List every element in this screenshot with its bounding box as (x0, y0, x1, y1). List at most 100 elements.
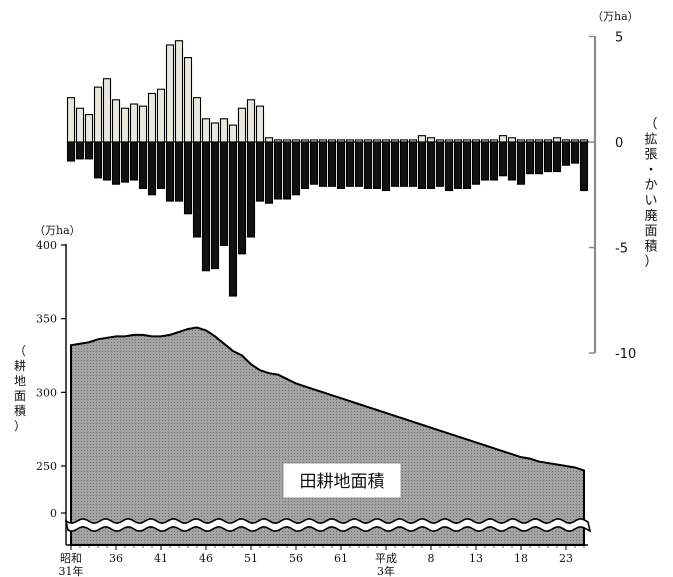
bar-y-tick-label: 0 (615, 136, 623, 151)
area-x-tick-label: 41 (154, 552, 168, 565)
abandonment-bar (255, 141, 265, 202)
abandonment-bar (147, 141, 157, 196)
abandonment-bar (291, 141, 301, 196)
abandonment-bar (363, 141, 373, 189)
bar-y-label-char: ・ (644, 163, 657, 178)
abandonment-bar (525, 141, 535, 175)
bar-y-label-char: 張 (644, 148, 657, 163)
abandonment-bar (480, 141, 490, 181)
abandonment-bar (354, 141, 364, 187)
area-x-tick-label: 51 (244, 552, 258, 565)
abandonment-bar (273, 141, 283, 200)
expansion-bar (84, 114, 94, 143)
area-y-label: （耕地面積） (14, 344, 26, 433)
expansion-bar (201, 118, 211, 143)
abandonment-bar (237, 141, 247, 255)
area-x-tick-label: 23 (559, 552, 573, 565)
abandonment-bar (462, 141, 472, 189)
area-x-tick-label: 平成 (375, 552, 397, 565)
area-y-ticks: 400 350 300 250 0 (36, 239, 66, 520)
area-x-tick-label: 36 (109, 552, 123, 565)
area-y-tick-label: 300 (36, 386, 57, 399)
expansion-bar (156, 88, 166, 143)
abandonment-bar (399, 141, 409, 187)
expansion-bar (426, 137, 436, 143)
area-x-tick-label: 13 (469, 552, 483, 565)
area-x-tick-label: 46 (199, 552, 213, 565)
abandonment-bar (174, 141, 184, 202)
expansion-bar (129, 103, 139, 143)
abandonment-bar (228, 141, 238, 297)
bar-y-label-char: か (644, 178, 657, 193)
area-x-tick-label: 8 (428, 552, 435, 565)
axis-break-wave (64, 517, 592, 533)
expansion-bar (219, 118, 229, 143)
abandonment-bar (498, 141, 508, 177)
expansion-bar (498, 135, 508, 143)
area-x-tick-sublabel: 31年 (59, 564, 84, 577)
area-label-box (282, 462, 402, 499)
abandonment-bar (408, 141, 418, 187)
abandonment-bar (579, 141, 589, 192)
expansion-bar (246, 99, 256, 143)
abandonment-bar (543, 141, 553, 173)
area-y-tick-label: 400 (36, 239, 57, 252)
abandonment-bar (435, 141, 445, 187)
area-y-label-char: 耕 (14, 358, 26, 373)
abandonment-bar (183, 141, 193, 215)
expansion-bar (183, 57, 193, 143)
area-x-tick-label: 18 (514, 552, 528, 565)
area-y-tick-label: 0 (50, 507, 57, 520)
area-y-label-char: 面 (14, 389, 26, 403)
abandonment-bar (66, 141, 76, 162)
abandonment-bar (210, 141, 220, 270)
bar-y-label-char: 廃 (644, 208, 657, 224)
abandonment-bar (327, 141, 337, 187)
abandonment-bar (489, 141, 499, 181)
farmland-area (70, 326, 585, 546)
area-y-tick-label: 250 (36, 460, 57, 473)
abandonment-bar (570, 141, 580, 164)
abandonment-bar (75, 141, 85, 160)
area-y-label-char: （ (14, 344, 26, 358)
bar-y-label-char: ） (644, 255, 657, 270)
area-y-label-char: ） (14, 419, 26, 433)
bar-unit-label: （万ha） (592, 10, 639, 23)
expansion-bar (507, 137, 517, 143)
abandonment-bar (516, 141, 526, 185)
expansion-bar (111, 99, 121, 143)
bar-y-tick-label: -5 (615, 242, 628, 257)
abandonment-bar (453, 141, 463, 189)
abandonment-bar (471, 141, 481, 185)
abandonment-bar (390, 141, 400, 187)
area-label: 田耕地面積 (300, 472, 385, 492)
abandonment-bar (246, 141, 256, 238)
expansion-bar (138, 105, 148, 143)
expansion-bar (264, 137, 274, 143)
expansion-bar (165, 44, 175, 143)
area-y-label-char: 地 (14, 374, 26, 388)
bar-y-ticks: 5 0 -5 -10 (589, 31, 636, 362)
abandonment-bar (120, 141, 130, 183)
abandonment-bar (336, 141, 346, 189)
abandonment-bar (381, 141, 391, 192)
bar-y-label-char: 面 (644, 224, 657, 239)
abandonment-bar (372, 141, 382, 189)
abandonment-bar (318, 141, 328, 187)
bar-y-label-char: （ (644, 117, 657, 132)
abandonment-bar (84, 141, 94, 160)
expansion-bar (255, 105, 265, 143)
abandonment-bar (156, 141, 166, 189)
bar-y-tick-label: -10 (615, 347, 636, 362)
abandonment-bar (444, 141, 454, 192)
area-x-tick-sublabel: 3年 (377, 564, 395, 577)
expansion-bar (228, 124, 238, 143)
bar-y-label-char: 積 (644, 239, 657, 254)
expansion-bar (120, 107, 130, 143)
abandonment-bar (552, 141, 562, 173)
abandonment-bar (534, 141, 544, 175)
